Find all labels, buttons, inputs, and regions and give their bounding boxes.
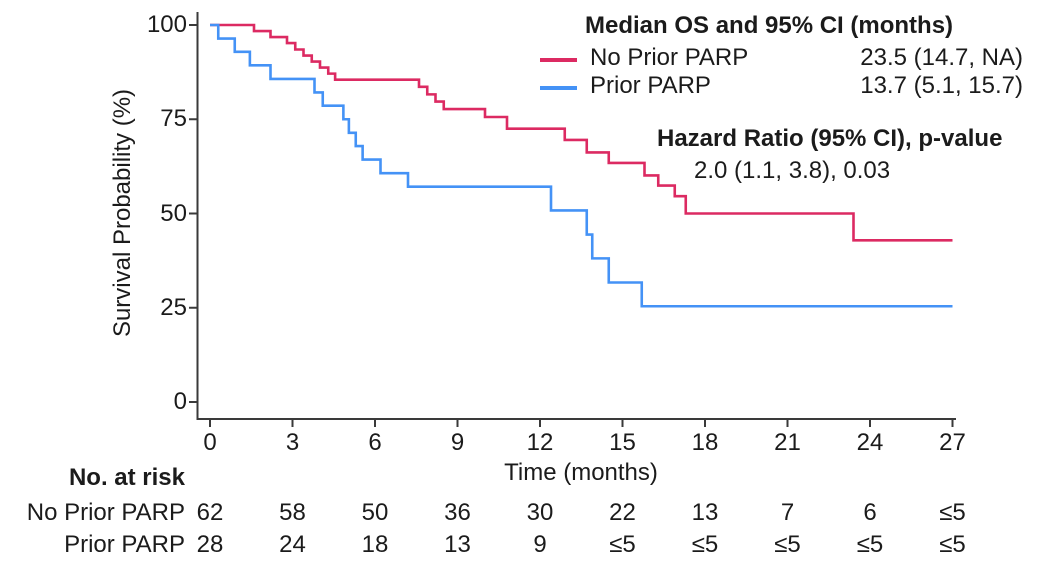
hazard-ratio-title: Hazard Ratio (95% CI), p-value <box>657 125 1003 152</box>
x-tick-label: 15 <box>609 429 636 456</box>
risk-count: 30 <box>526 499 554 526</box>
risk-count: 13 <box>691 499 719 526</box>
risk-count: 7 <box>780 499 795 526</box>
x-tick-label: 6 <box>368 429 382 456</box>
km-curve-no-prior-parp <box>210 23 953 242</box>
x-tick-label: 3 <box>285 429 300 456</box>
x-tick-label: 0 <box>203 429 217 456</box>
risk-count: 58 <box>279 499 306 526</box>
legend-title: Median OS and 95% CI (months) <box>585 12 954 39</box>
y-tick-label: 0 <box>173 388 187 415</box>
risk-count: ≤5 <box>774 531 801 558</box>
risk-row-label-prior-parp: Prior PARP <box>64 531 185 558</box>
risk-count: 24 <box>279 531 306 558</box>
risk-count: 36 <box>444 499 471 526</box>
x-tick-label: 12 <box>526 429 554 456</box>
risk-count: 22 <box>609 499 636 526</box>
legend-value-no-prior-parp: 23.5 (14.7, NA) <box>860 44 1023 71</box>
x-tick-label: 21 <box>774 429 801 456</box>
risk-count: 62 <box>196 499 224 526</box>
legend-label-no-prior-parp: No Prior PARP <box>590 44 749 71</box>
risk-count: ≤5 <box>609 531 636 558</box>
legend-swatch-prior-parp <box>540 86 577 90</box>
risk-count: 50 <box>361 499 389 526</box>
risk-count: ≤5 <box>939 499 966 526</box>
risk-count: 13 <box>444 531 471 558</box>
legend-label-prior-parp: Prior PARP <box>590 72 711 99</box>
y-tick-label: 50 <box>160 199 187 227</box>
km-curve-prior-parp <box>210 23 953 308</box>
legend-value-prior-parp: 13.7 (5.1, 15.7) <box>860 72 1023 99</box>
y-tick-label: 100 <box>146 11 187 38</box>
x-tick-label: 24 <box>856 429 884 456</box>
axis-ticks <box>189 24 954 427</box>
survival-curves <box>210 23 953 308</box>
x-tick-label: 27 <box>939 429 966 456</box>
risk-count: ≤5 <box>691 531 719 558</box>
risk-table-header: No. at risk <box>68 464 185 491</box>
x-tick-label: 9 <box>450 429 465 456</box>
risk-count: ≤5 <box>939 531 966 558</box>
risk-count: 9 <box>533 531 547 558</box>
risk-count: 6 <box>863 499 877 526</box>
risk-count: ≤5 <box>856 531 884 558</box>
risk-count: 28 <box>196 531 224 558</box>
legend-swatch-no-prior-parp <box>540 58 577 62</box>
hazard-ratio-value: 2.0 (1.1, 3.8), 0.03 <box>694 157 891 184</box>
x-axis-title: Time (months) <box>504 459 658 486</box>
y-tick-label: 25 <box>160 293 187 321</box>
y-tick-label: 75 <box>160 105 187 133</box>
risk-count: 18 <box>361 531 389 558</box>
risk-row-label-no-prior-parp: No Prior PARP <box>26 499 185 526</box>
x-tick-label: 18 <box>691 429 719 456</box>
